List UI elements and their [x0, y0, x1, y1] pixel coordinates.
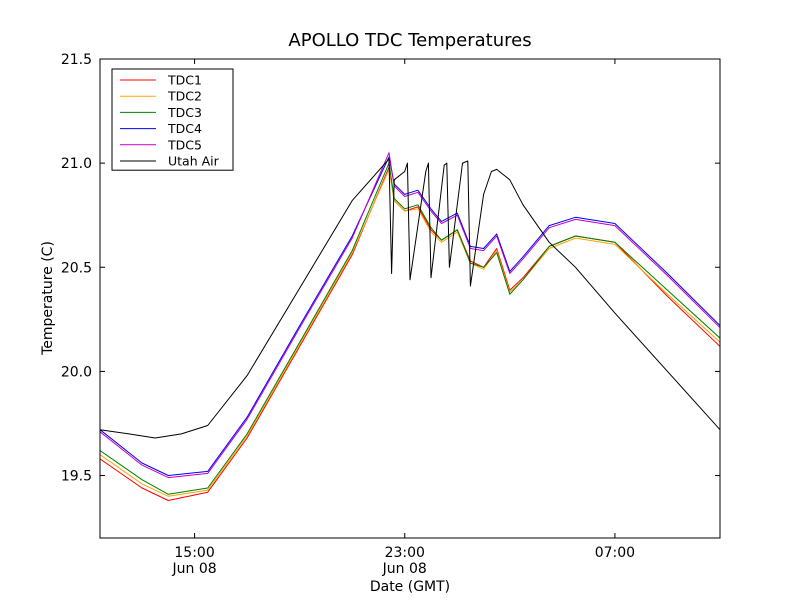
y-tick-label: 20.5: [61, 260, 92, 276]
x-tick-label-time: 07:00: [595, 545, 635, 561]
x-axis-label: Date (GMT): [370, 579, 450, 595]
series-line-tdc5: [100, 152, 720, 479]
series-line-tdc3: [100, 162, 720, 495]
series-line-utah-air: [100, 158, 720, 439]
series-line-tdc1: [100, 166, 720, 501]
y-tick-label: 20.0: [61, 364, 92, 380]
legend-box: [111, 68, 234, 171]
series-line-tdc4: [100, 156, 720, 476]
chart-title: APOLLO TDC Temperatures: [288, 30, 531, 51]
x-tick-label-time: 23:00: [385, 545, 425, 561]
y-tick-label: 21.0: [61, 156, 92, 172]
legend-label-tdc4: TDC4: [167, 121, 202, 136]
series-line-tdc2: [100, 168, 720, 497]
y-tick-label: 21.5: [61, 52, 92, 68]
legend-label-utah-air: Utah Air: [168, 154, 220, 169]
legend-label-tdc1: TDC1: [167, 73, 202, 88]
legend-label-tdc3: TDC3: [167, 105, 202, 120]
plot-frame: [99, 58, 721, 539]
y-axis-label: Temperature (C): [40, 241, 56, 356]
y-tick-label: 19.5: [61, 469, 92, 485]
legend-label-tdc2: TDC2: [167, 89, 202, 104]
x-tick-label-date: Jun 08: [172, 561, 217, 577]
x-tick-label-date: Jun 08: [382, 561, 427, 577]
legend-label-tdc5: TDC5: [167, 137, 202, 152]
x-tick-label-time: 15:00: [174, 545, 214, 561]
